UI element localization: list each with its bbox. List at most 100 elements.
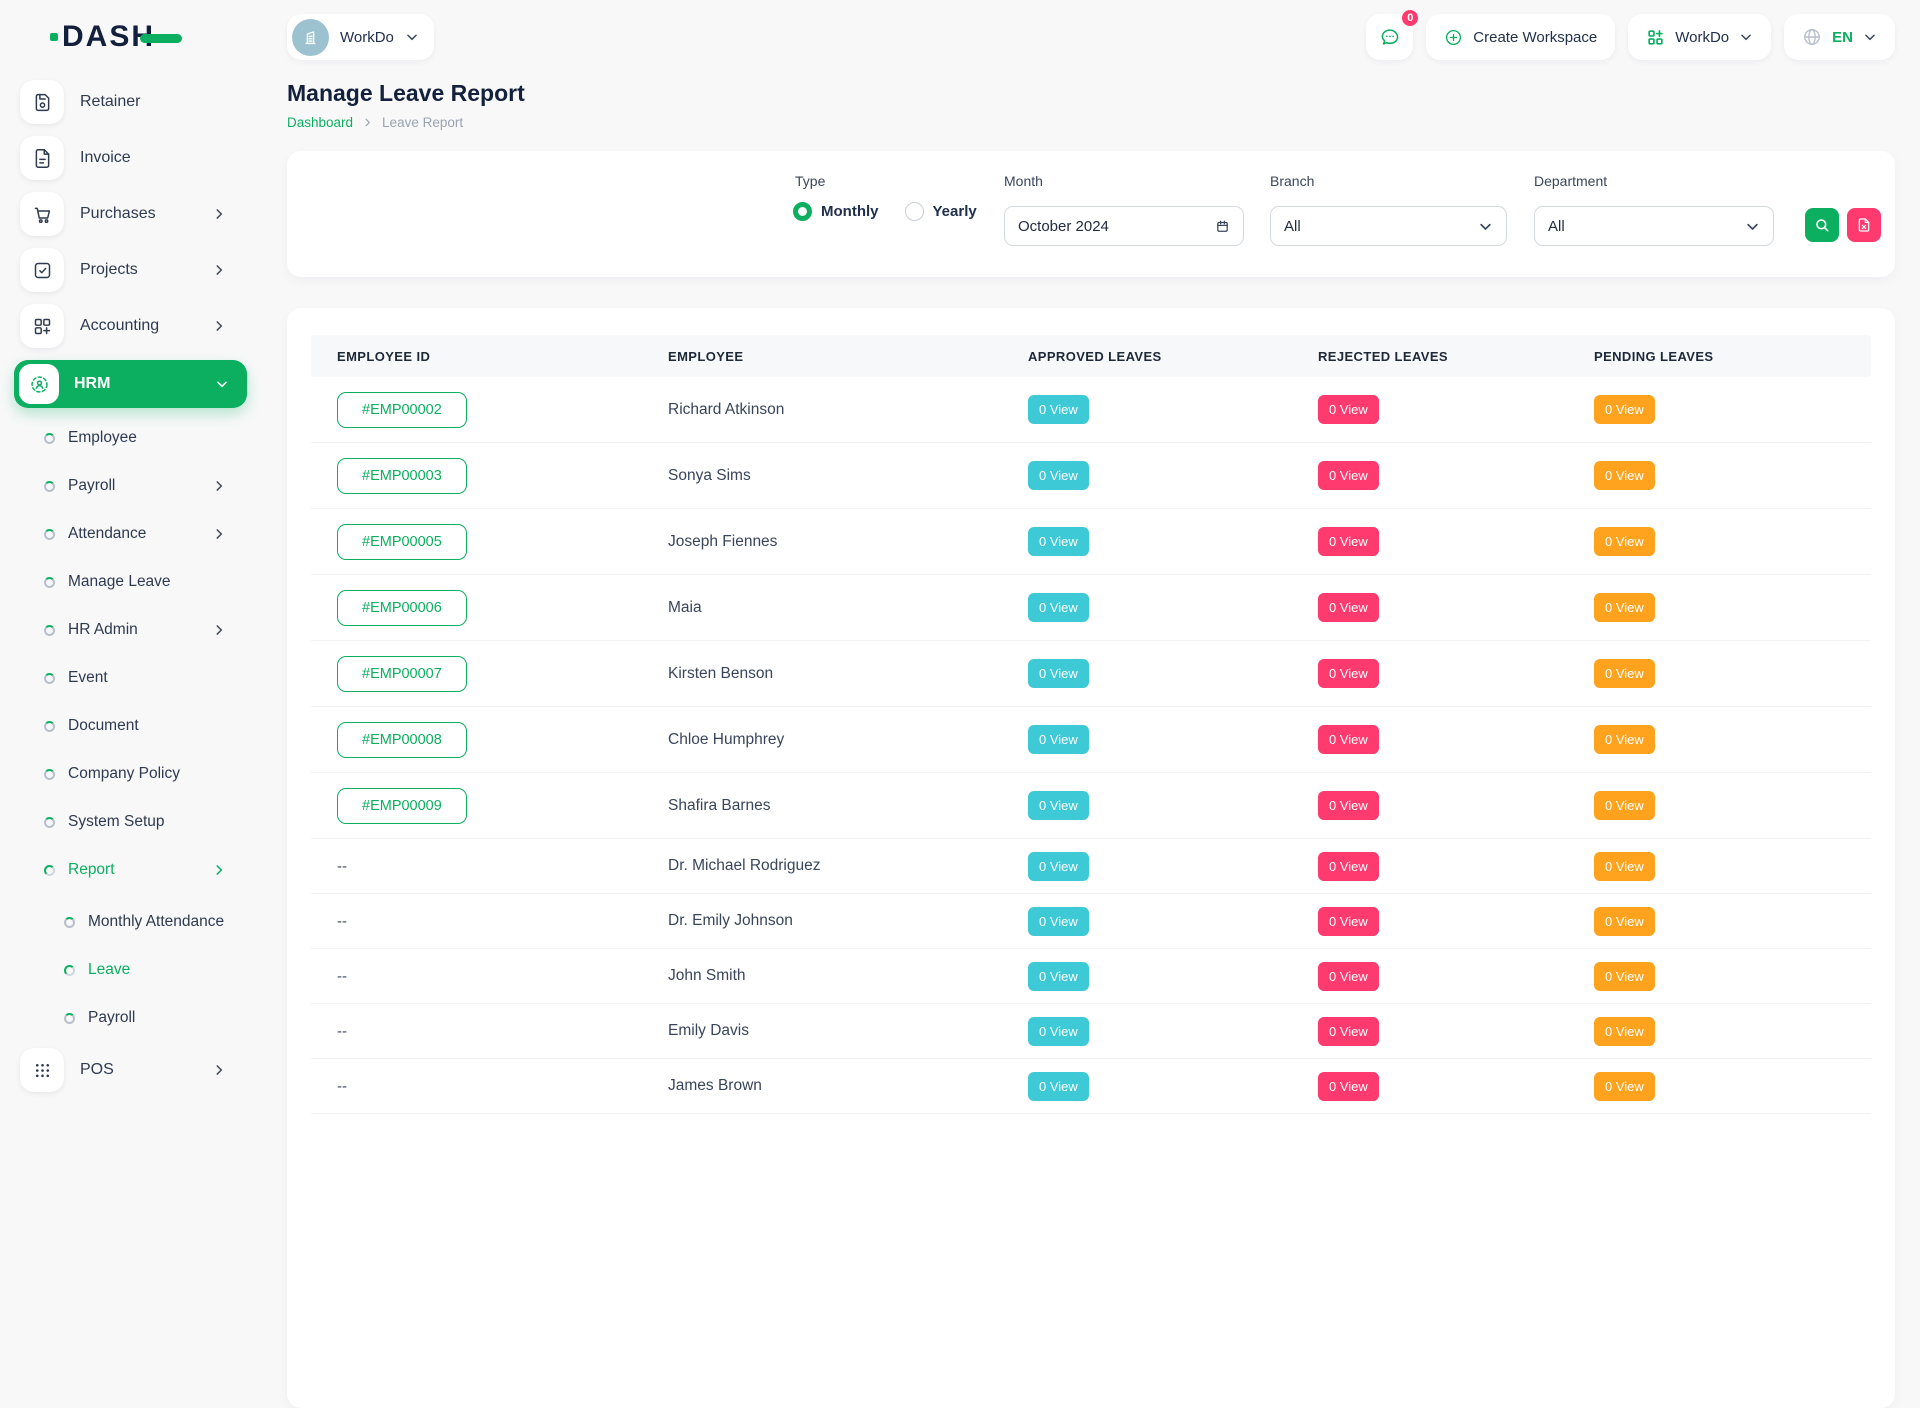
sidebar-item-purchases[interactable]: Purchases: [0, 186, 260, 242]
rejected-leaves-view-button[interactable]: 0 View: [1318, 659, 1379, 688]
rejected-leaves-view-button[interactable]: 0 View: [1318, 961, 1379, 991]
employee-id-pill[interactable]: #EMP00009: [337, 787, 467, 824]
sidebar-subitem-report[interactable]: Report: [0, 846, 260, 894]
pending-leaves-view-button[interactable]: 0 View: [1594, 961, 1655, 991]
sidebar-subitem-manage-leave[interactable]: Manage Leave: [0, 558, 260, 606]
bullet-icon: [64, 964, 75, 976]
pending-leaves-view-button[interactable]: 0 View: [1594, 1016, 1655, 1046]
bullet-icon: [64, 916, 75, 928]
pending-leaves-view-button[interactable]: 0 View: [1594, 906, 1655, 936]
rejected-leaves-view-button[interactable]: 0 View: [1318, 725, 1379, 754]
employee-id-pill[interactable]: #EMP00002: [337, 391, 467, 428]
sidebar-subitem-document[interactable]: Document: [0, 702, 260, 750]
employee-id-cell: #EMP00009: [337, 787, 668, 824]
rejected-leaves-view-button[interactable]: 0 View: [1318, 791, 1379, 820]
logo-text: DASH: [62, 20, 156, 53]
sidebar-subitem-leave[interactable]: Leave: [0, 946, 260, 994]
rejected-leaves-view-button[interactable]: 0 View: [1318, 1071, 1379, 1101]
language-dropdown[interactable]: EN: [1784, 14, 1895, 60]
workdo-apps-dropdown[interactable]: WorkDo: [1628, 14, 1772, 60]
employee-id-pill[interactable]: #EMP00008: [337, 721, 467, 758]
column-header-rejected-leaves: REJECTED LEAVES: [1318, 348, 1449, 364]
sidebar-item-hrm[interactable]: HRM: [14, 360, 247, 408]
month-input[interactable]: October 2024: [1004, 206, 1244, 246]
table-row: #EMP00006 Maia 0 View 0 View 0 View: [311, 575, 1871, 641]
pending-leaves-view-button[interactable]: 0 View: [1594, 791, 1655, 820]
rejected-leaves-view-button[interactable]: 0 View: [1318, 906, 1379, 936]
rejected-leaves-view-button[interactable]: 0 View: [1318, 527, 1379, 556]
sidebar-subitem-system-setup[interactable]: System Setup: [0, 798, 260, 846]
approved-leaves-view-button[interactable]: 0 View: [1028, 961, 1089, 991]
bullet-icon: [64, 1012, 75, 1024]
employee-name: Maia: [668, 598, 702, 616]
pending-leaves-view-button[interactable]: 0 View: [1594, 395, 1655, 424]
radio-yearly[interactable]: Yearly: [904, 202, 977, 221]
pending-leaves-view-button[interactable]: 0 View: [1594, 593, 1655, 622]
create-workspace-button[interactable]: Create Workspace: [1426, 14, 1616, 60]
table-row: -- James Brown 0 View 0 View 0 View: [311, 1059, 1871, 1114]
table-row: -- Dr. Michael Rodriguez 0 View 0 View 0…: [311, 839, 1871, 894]
pending-leaves-view-button[interactable]: 0 View: [1594, 851, 1655, 881]
approved-leaves-view-button[interactable]: 0 View: [1028, 461, 1089, 490]
chevron-right-icon: [212, 479, 226, 493]
sidebar-subitem-company-policy[interactable]: Company Policy: [0, 750, 260, 798]
approved-leaves-view-button[interactable]: 0 View: [1028, 659, 1089, 688]
sidebar-item-retainer[interactable]: Retainer: [0, 74, 260, 130]
chevron-down-icon: [1478, 219, 1493, 234]
create-workspace-label: Create Workspace: [1473, 28, 1598, 46]
rejected-leaves-view-button[interactable]: 0 View: [1318, 851, 1379, 881]
cart-icon: [20, 192, 64, 236]
sidebar-subitem-payroll[interactable]: Payroll: [0, 994, 260, 1042]
rejected-leaves-view-button[interactable]: 0 View: [1318, 395, 1379, 424]
sidebar-subitem-employee[interactable]: Employee: [0, 414, 260, 462]
messages-button[interactable]: 0: [1366, 8, 1421, 60]
rejected-leaves-view-button[interactable]: 0 View: [1318, 593, 1379, 622]
employee-id-pill[interactable]: #EMP00007: [337, 655, 467, 692]
pending-leaves-view-button[interactable]: 0 View: [1594, 461, 1655, 490]
reset-filter-button[interactable]: [1847, 208, 1881, 242]
check-square-icon: [20, 248, 64, 292]
employee-id-pill[interactable]: #EMP00006: [337, 589, 467, 626]
sidebar-item-pos[interactable]: POS: [0, 1042, 260, 1098]
pending-leaves-view-button[interactable]: 0 View: [1594, 1071, 1655, 1101]
department-select[interactable]: All: [1534, 206, 1774, 246]
employee-id-pill[interactable]: #EMP00003: [337, 457, 467, 494]
department-filter-label: Department: [1534, 173, 1608, 189]
rejected-leaves-view-button[interactable]: 0 View: [1318, 1016, 1379, 1046]
sidebar-subitem-monthly-attendance[interactable]: Monthly Attendance: [0, 898, 260, 946]
sidebar-item-invoice[interactable]: Invoice: [0, 130, 260, 186]
approved-leaves-view-button[interactable]: 0 View: [1028, 1071, 1089, 1101]
workspace-selector[interactable]: WorkDo: [287, 14, 434, 60]
radio-monthly[interactable]: Monthly: [793, 202, 879, 221]
table-row: #EMP00008 Chloe Humphrey 0 View 0 View 0…: [311, 707, 1871, 773]
rejected-leaves-view-button[interactable]: 0 View: [1318, 461, 1379, 490]
sidebar-subitem-attendance[interactable]: Attendance: [0, 510, 260, 558]
bullet-icon: [44, 672, 55, 684]
branch-select[interactable]: All: [1270, 206, 1507, 246]
employee-id-pill[interactable]: #EMP00005: [337, 523, 467, 560]
bullet-icon: [44, 816, 55, 828]
sidebar-item-accounting[interactable]: Accounting: [0, 298, 260, 354]
breadcrumb-dashboard-link[interactable]: Dashboard: [287, 115, 354, 130]
approved-leaves-view-button[interactable]: 0 View: [1028, 527, 1089, 556]
building-icon: [301, 28, 320, 47]
logo[interactable]: DASH: [0, 0, 260, 74]
approved-leaves-view-button[interactable]: 0 View: [1028, 906, 1089, 936]
approved-leaves-view-button[interactable]: 0 View: [1028, 395, 1089, 424]
pending-leaves-view-button[interactable]: 0 View: [1594, 725, 1655, 754]
sidebar-item-projects[interactable]: Projects: [0, 242, 260, 298]
chevron-right-icon: [212, 623, 226, 637]
pending-leaves-view-button[interactable]: 0 View: [1594, 527, 1655, 556]
breadcrumb: Dashboard Leave Report: [287, 115, 1895, 130]
approved-leaves-view-button[interactable]: 0 View: [1028, 1016, 1089, 1046]
sidebar-subitem-event[interactable]: Event: [0, 654, 260, 702]
sidebar-subitem-hr-admin[interactable]: HR Admin: [0, 606, 260, 654]
approved-leaves-view-button[interactable]: 0 View: [1028, 851, 1089, 881]
search-button[interactable]: [1805, 208, 1839, 242]
sidebar-subitem-payroll[interactable]: Payroll: [0, 462, 260, 510]
approved-leaves-view-button[interactable]: 0 View: [1028, 791, 1089, 820]
invoice-icon: [20, 136, 64, 180]
pending-leaves-view-button[interactable]: 0 View: [1594, 659, 1655, 688]
approved-leaves-view-button[interactable]: 0 View: [1028, 725, 1089, 754]
approved-leaves-view-button[interactable]: 0 View: [1028, 593, 1089, 622]
